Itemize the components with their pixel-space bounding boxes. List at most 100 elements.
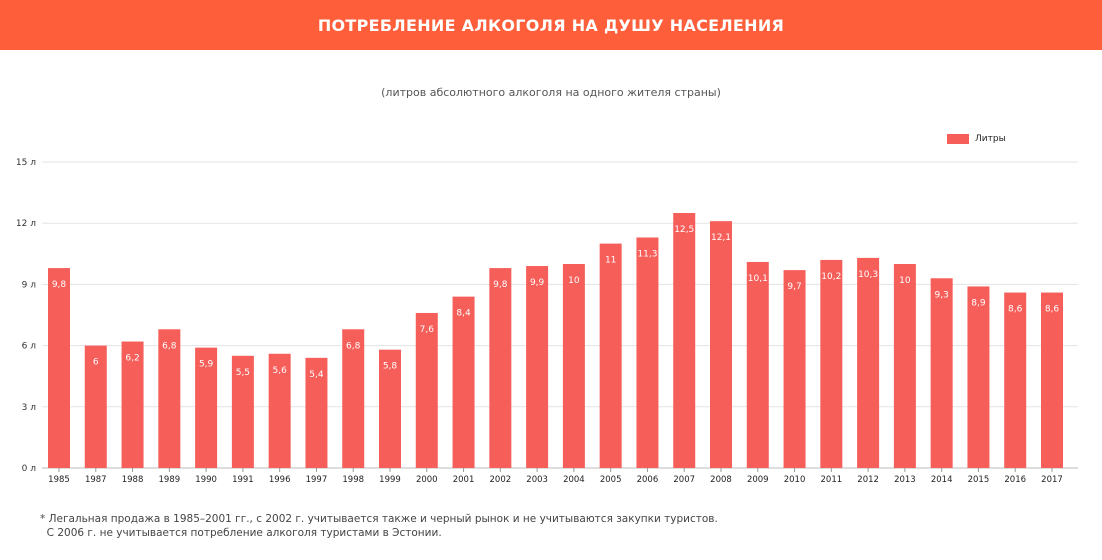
y-tick-label: 6 л [22, 342, 36, 352]
bar-value-label: 6 [93, 358, 99, 368]
bar-value-label: 6,8 [162, 341, 177, 351]
bar-value-label: 5,9 [199, 360, 214, 370]
bar [967, 286, 990, 468]
bar [195, 347, 218, 468]
bar [48, 268, 70, 468]
x-tick-label: 1989 [159, 475, 181, 485]
footnote-line-2: С 2006 г. не учитывается потребление алк… [40, 527, 442, 539]
x-tick-label: 2014 [931, 475, 953, 485]
bar-value-label: 10,3 [858, 270, 878, 280]
bar-value-label: 5,5 [236, 368, 250, 378]
legend-label: Литры [975, 134, 1006, 144]
bar-value-label: 8,4 [456, 309, 471, 319]
legend-swatch [947, 134, 969, 144]
bar [636, 237, 659, 468]
bar [305, 357, 328, 468]
x-tick-label: 2016 [1004, 475, 1026, 485]
x-tick-label: 2001 [453, 475, 475, 485]
bar-value-label: 12,5 [674, 225, 694, 235]
bar [562, 264, 585, 468]
bar-value-label: 9,8 [52, 280, 67, 290]
bar-value-label: 10 [899, 276, 911, 286]
x-tick-label: 1996 [269, 475, 291, 485]
bar-value-label: 9,8 [493, 280, 508, 290]
bar-value-label: 11 [605, 256, 616, 266]
bar [84, 345, 107, 468]
y-tick-label: 9 л [22, 280, 36, 290]
bar-value-label: 5,4 [309, 370, 324, 380]
x-tick-label: 2000 [416, 475, 438, 485]
x-tick-label: 1997 [306, 475, 328, 485]
bar-value-label: 10,2 [821, 272, 841, 282]
bar [231, 355, 254, 468]
x-tick-label: 1999 [379, 475, 401, 485]
bar [1004, 292, 1027, 468]
bar-value-label: 7,6 [420, 325, 435, 335]
bar [489, 268, 512, 468]
y-tick-label: 0 л [22, 464, 36, 474]
y-tick-label: 3 л [22, 403, 36, 413]
bar [121, 341, 144, 468]
bar-value-label: 9,3 [935, 290, 949, 300]
x-tick-label: 2007 [673, 475, 695, 485]
bar-value-label: 9,9 [530, 278, 545, 288]
x-tick-label: 1985 [48, 475, 70, 485]
bar [158, 329, 181, 468]
x-tick-label: 2003 [526, 475, 548, 485]
bar [820, 259, 843, 468]
bar [673, 213, 696, 468]
x-tick-label: 2012 [857, 475, 879, 485]
bar-value-label: 11,3 [637, 249, 657, 259]
y-tick-label: 12 л [16, 219, 36, 229]
bar-value-label: 6,2 [125, 354, 139, 364]
chart-subtitle: (литров абсолютного алкоголя на одного ж… [381, 86, 721, 99]
bar-value-label: 8,6 [1008, 305, 1023, 315]
bar [783, 270, 806, 468]
bar-value-label: 5,6 [273, 366, 288, 376]
x-tick-label: 1987 [85, 475, 107, 485]
x-tick-label: 2005 [600, 475, 622, 485]
bar [893, 264, 916, 468]
bar-value-label: 8,6 [1045, 305, 1060, 315]
footnote-line-1: * Легальная продажа в 1985–2001 гг., с 2… [40, 513, 718, 525]
bar-value-label: 6,8 [346, 341, 361, 351]
bar-chart: 0 л 3 л 6 л 9 л 12 л 15 л 9,8 1985 6 1987 6,2 1988 6… [16, 158, 1078, 485]
bar [710, 221, 732, 468]
x-tick-label: 2009 [747, 475, 769, 485]
bar-value-label: 9,7 [787, 282, 801, 292]
bar [746, 261, 769, 468]
bar-value-label: 10,1 [748, 274, 768, 284]
bar [930, 278, 953, 468]
bar [268, 353, 291, 468]
x-tick-label: 2010 [784, 475, 806, 485]
bar [599, 243, 622, 468]
bar [342, 329, 365, 468]
chart-title: ПОТРЕБЛЕНИЕ АЛКОГОЛЯ НА ДУШУ НАСЕЛЕНИЯ [317, 15, 785, 35]
footnote: * Легальная продажа в 1985–2001 гг., с 2… [40, 512, 718, 540]
y-tick-label: 15 л [16, 158, 36, 168]
bar [1041, 292, 1063, 468]
x-tick-label: 1988 [122, 475, 144, 485]
x-tick-label: 1991 [232, 475, 254, 485]
bar [452, 296, 475, 468]
x-tick-label: 2013 [894, 475, 916, 485]
legend: Литры [947, 134, 1006, 144]
x-tick-label: 1998 [342, 475, 364, 485]
x-tick-label: 2011 [821, 475, 843, 485]
bar-value-label: 10 [568, 276, 580, 286]
x-tick-label: 2008 [710, 475, 732, 485]
bar [415, 312, 438, 468]
bar-value-label: 5,8 [383, 362, 398, 372]
bar [379, 349, 401, 468]
x-tick-label: 2017 [1041, 475, 1063, 485]
x-tick-label: 2006 [637, 475, 659, 485]
x-tick-label: 2004 [563, 475, 585, 485]
x-tick-label: 2015 [968, 475, 990, 485]
bar-value-label: 8,9 [971, 298, 986, 308]
chart-header: ПОТРЕБЛЕНИЕ АЛКОГОЛЯ НА ДУШУ НАСЕЛЕНИЯ [0, 0, 1102, 50]
bar [857, 257, 880, 468]
x-tick-label: 1990 [195, 475, 217, 485]
bar-value-label: 12,1 [711, 233, 731, 243]
x-tick-label: 2002 [490, 475, 512, 485]
bar [526, 266, 549, 468]
